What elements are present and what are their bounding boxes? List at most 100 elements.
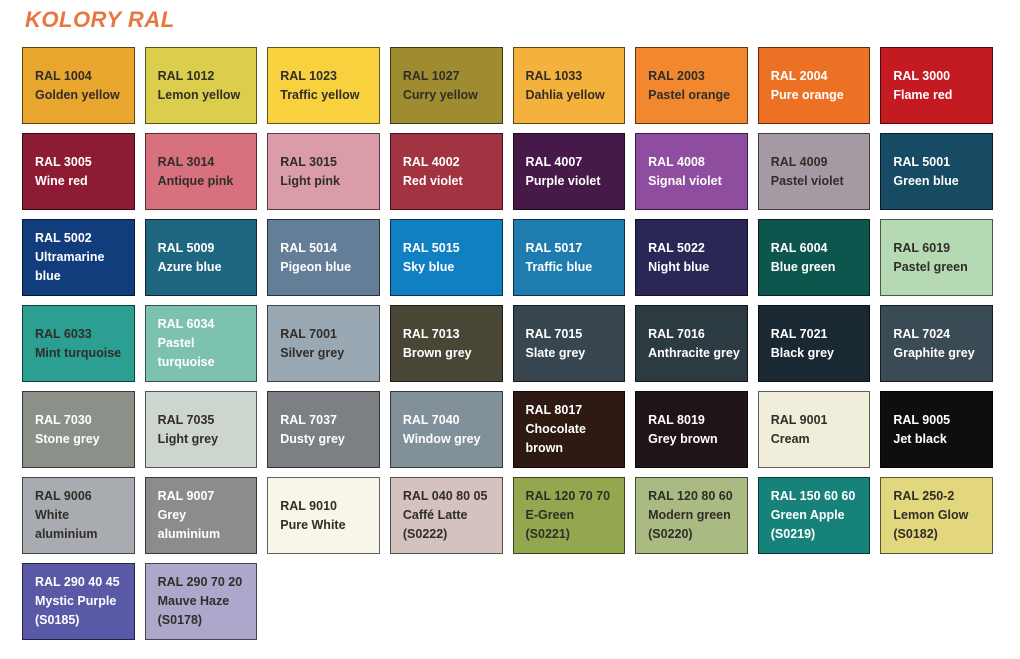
swatch-ral-code: RAL 9001 xyxy=(770,412,828,427)
swatch-ral-code: RAL 4008 xyxy=(648,154,705,169)
swatch-color-name: Golden yellow xyxy=(35,87,120,102)
swatch-color-name: Silver grey xyxy=(280,345,345,360)
swatch-ral-code: RAL 1027 xyxy=(402,68,460,83)
swatch-color-name: White aluminium xyxy=(35,508,98,541)
swatch-color-name: Azure blue xyxy=(157,259,222,274)
swatch-ral-code: RAL 5015 xyxy=(402,240,460,255)
swatch-ral-code: RAL 5022 xyxy=(648,240,705,255)
swatch-color-name: Flame red xyxy=(893,87,953,102)
swatch-color-name: Graphite grey xyxy=(893,345,975,360)
swatch-ral-code: RAL 5009 xyxy=(157,240,215,255)
color-swatch: RAL 7040 Window grey xyxy=(389,391,503,468)
swatch-ral-code: RAL 7013 xyxy=(402,326,460,341)
color-swatch: RAL 6033 Mint turquoise xyxy=(22,305,135,382)
swatch-ral-code: RAL 7037 xyxy=(280,412,337,427)
color-swatch: RAL 5009 Azure blue xyxy=(144,219,258,296)
swatch-color-name: Ultramarine blue xyxy=(35,250,105,283)
color-swatch: RAL 7030 Stone grey xyxy=(22,391,135,468)
swatch-color-name: Caffé Latte xyxy=(402,508,468,522)
swatch-color-name: Dusty grey xyxy=(280,431,345,446)
swatch-ral-code: RAL 120 70 70 xyxy=(525,489,611,503)
swatch-sample-code: (S0219) xyxy=(770,527,816,541)
swatch-ral-code: RAL 9005 xyxy=(893,412,951,427)
swatch-ral-code: RAL 150 60 60 xyxy=(770,489,856,503)
swatch-ral-code: RAL 7035 xyxy=(157,412,215,427)
color-swatch: RAL 290 70 20 Mauve Haze (S0178) xyxy=(144,563,258,640)
swatch-color-name: Grey aluminium xyxy=(157,508,221,541)
swatch-color-name: Jet black xyxy=(893,431,947,446)
swatch-color-name: Blue green xyxy=(770,259,836,274)
swatch-color-name: Modern green xyxy=(648,508,731,522)
swatch-color-name: Chocolate brown xyxy=(525,422,586,455)
swatch-color-name: Green blue xyxy=(893,173,959,188)
swatch-sample-code: (S0222) xyxy=(402,527,448,541)
color-swatch: RAL 7037 Dusty grey xyxy=(267,391,380,468)
swatch-ral-code: RAL 6034 xyxy=(157,317,215,331)
color-swatch: RAL 7024 Graphite grey xyxy=(880,305,993,382)
swatch-ral-code: RAL 290 70 20 xyxy=(157,575,243,589)
swatch-color-name: Stone grey xyxy=(35,431,100,446)
swatch-color-name: Light pink xyxy=(280,173,340,188)
swatch-ral-code: RAL 1033 xyxy=(525,68,583,83)
swatch-color-name: Traffic blue xyxy=(525,259,593,274)
color-swatch: RAL 7021 Black grey xyxy=(757,305,871,382)
color-swatch: RAL 5015 Sky blue xyxy=(389,219,503,296)
swatch-color-name: Green Apple xyxy=(770,508,845,522)
swatch-color-name: E-Green xyxy=(525,508,575,522)
color-swatch: RAL 4009 Pastel violet xyxy=(757,133,871,210)
swatch-color-name: Pastel violet xyxy=(770,173,844,188)
color-swatch: RAL 7001 Silver grey xyxy=(267,305,380,382)
swatch-ral-code: RAL 2004 xyxy=(770,68,828,83)
swatch-color-name: Purple violet xyxy=(525,173,601,188)
swatch-ral-code: RAL 5001 xyxy=(893,154,951,169)
swatch-color-name: Signal violet xyxy=(648,173,722,188)
swatch-sample-code: (S0185) xyxy=(35,613,80,627)
color-swatch: RAL 8017 Chocolate brown xyxy=(512,391,626,468)
swatch-sample-code: (S0178) xyxy=(157,613,203,627)
swatch-color-name: Sky blue xyxy=(402,259,455,274)
color-swatch: RAL 6004 Blue green xyxy=(757,219,871,296)
swatch-ral-code: RAL 2003 xyxy=(648,68,705,83)
swatch-sample-code: (S0182) xyxy=(893,527,938,541)
color-swatch: RAL 5014 Pigeon blue xyxy=(267,219,380,296)
color-swatch: RAL 3000 Flame red xyxy=(880,47,993,124)
swatch-color-name: Pastel orange xyxy=(648,87,731,102)
swatch-ral-code: RAL 6004 xyxy=(770,240,828,255)
swatch-color-name: Pigeon blue xyxy=(280,259,352,274)
color-swatch: RAL 4002 Red violet xyxy=(389,133,503,210)
color-swatch: RAL 3015 Light pink xyxy=(267,133,380,210)
color-swatch: RAL 3014 Antique pink xyxy=(144,133,258,210)
swatch-color-name: Mauve Haze xyxy=(157,594,230,608)
swatch-ral-code: RAL 3005 xyxy=(35,154,92,169)
color-swatch: RAL 040 80 05 Caffé Latte (S0222) xyxy=(389,477,503,554)
swatch-color-name: Pastel green xyxy=(893,259,968,274)
swatch-color-name: Lemon Glow xyxy=(893,508,969,522)
color-swatch: RAL 7016 Anthracite grey xyxy=(635,305,748,382)
color-swatch: RAL 9001 Cream xyxy=(757,391,871,468)
color-swatch: RAL 290 40 45 Mystic Purple (S0185) xyxy=(22,563,135,640)
swatch-ral-code: RAL 7021 xyxy=(770,326,828,341)
color-swatch: RAL 9010 Pure White xyxy=(267,477,380,554)
color-swatch: RAL 6019 Pastel green xyxy=(880,219,993,296)
swatch-ral-code: RAL 9006 xyxy=(35,489,92,503)
swatch-ral-code: RAL 4007 xyxy=(525,154,583,169)
color-swatch: RAL 1027 Curry yellow xyxy=(389,47,503,124)
swatch-ral-code: RAL 5002 xyxy=(35,231,92,245)
swatch-ral-code: RAL 1023 xyxy=(280,68,337,83)
color-swatch: RAL 1033 Dahlia yellow xyxy=(512,47,626,124)
swatch-color-name: Dahlia yellow xyxy=(525,87,605,102)
swatch-color-name: Traffic yellow xyxy=(280,87,360,102)
swatch-color-name: Cream xyxy=(770,431,810,446)
color-swatch: RAL 7013 Brown grey xyxy=(389,305,503,382)
swatch-ral-code: RAL 3000 xyxy=(893,68,951,83)
swatch-ral-code: RAL 5014 xyxy=(280,240,337,255)
page-title: KOLORY RAL xyxy=(25,7,175,32)
swatch-ral-code: RAL 8017 xyxy=(525,403,583,417)
swatch-color-name: Slate grey xyxy=(525,345,586,360)
swatch-color-name: Light grey xyxy=(157,431,219,446)
swatch-grid: RAL 1004 Golden yellow RAL 1012 Lemon ye… xyxy=(22,47,993,640)
swatch-ral-code: RAL 7030 xyxy=(35,412,92,427)
color-swatch: RAL 9006 White aluminium xyxy=(22,477,135,554)
swatch-ral-code: RAL 1004 xyxy=(35,68,92,83)
swatch-color-name: Pure White xyxy=(280,517,346,532)
